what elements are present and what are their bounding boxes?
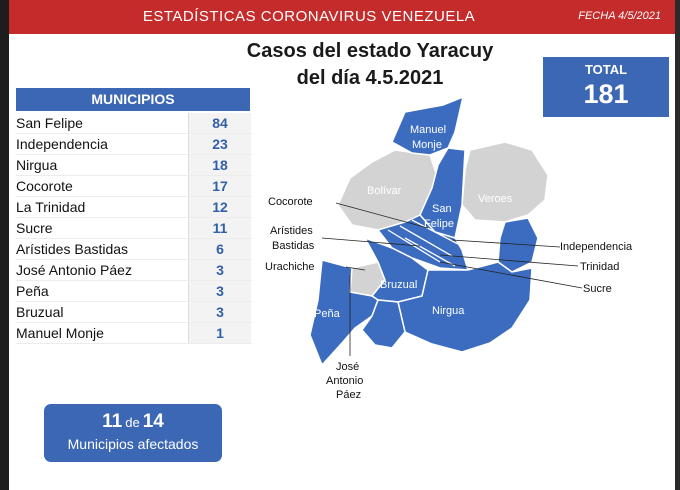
affected-connector: de (125, 415, 140, 430)
total-box: TOTAL 181 (543, 57, 669, 117)
label-manuel-monje-2: Monje (412, 139, 442, 151)
municipio-cases: 12 (188, 197, 251, 217)
label-san-felipe-1: San (432, 203, 452, 215)
label-san-felipe-2: Felipe (424, 218, 454, 230)
table-row: San Felipe 84 (16, 113, 252, 134)
table-row: Bruzual 3 (16, 302, 252, 323)
region-independencia (497, 217, 539, 273)
municipio-name: Manuel Monje (16, 325, 104, 341)
municipio-cases: 18 (188, 155, 251, 175)
table-row: Nirgua 18 (16, 155, 252, 176)
municipio-name: Cocorote (16, 178, 73, 194)
municipio-cases: 3 (188, 281, 251, 301)
label-jap-2: Antonio (326, 375, 363, 387)
label-aristides-2: Bastidas (272, 240, 315, 252)
header-date: FECHA 4/5/2021 (578, 10, 661, 22)
municipio-name: Bruzual (16, 304, 64, 320)
table-row: Cocorote 17 (16, 176, 252, 197)
municipios-table: San Felipe 84 Independencia 23 Nirgua 18… (16, 113, 252, 344)
total-value: 181 (583, 79, 629, 109)
municipio-cases: 3 (188, 260, 251, 280)
label-veroes: Veroes (478, 193, 513, 205)
municipio-cases: 17 (188, 176, 251, 196)
table-row: La Trinidad 12 (16, 197, 252, 218)
label-aristides-1: Arístides (270, 225, 313, 237)
label-bolivar: Bolívar (367, 185, 402, 197)
label-cocorote: Cocorote (268, 196, 313, 208)
municipio-name: José Antonio Páez (16, 262, 132, 278)
label-sucre: Sucre (583, 283, 612, 295)
label-pena: Peña (314, 308, 341, 320)
municipio-cases: 1 (188, 323, 251, 343)
internal-border (387, 219, 459, 267)
header-bar: ESTADÍSTICAS CORONAVIRUS VENEZUELA FECHA… (9, 0, 675, 34)
label-jap-1: José (336, 361, 359, 373)
municipio-name: Sucre (16, 220, 53, 236)
total-label: TOTAL (584, 62, 628, 77)
affected-total: 14 (142, 411, 164, 432)
region-jose-antonio-paez (361, 299, 406, 349)
region-veroes (461, 141, 549, 223)
municipio-name: Independencia (16, 136, 108, 152)
table-row: Manuel Monje 1 (16, 323, 252, 344)
map-title-line2: del día 4.5.2021 (296, 67, 444, 89)
screen-frame-left (0, 0, 9, 490)
leader-cocorote (335, 202, 429, 229)
table-row: Sucre 11 (16, 218, 252, 239)
leader-trinidad (439, 254, 579, 267)
municipio-cases: 84 (188, 113, 251, 133)
leader-urachiche (345, 266, 366, 271)
affected-count-line: 11 de 14 (44, 411, 222, 433)
leader-lines (321, 202, 583, 356)
table-row: Arístides Bastidas 6 (16, 239, 252, 260)
municipio-name: Nirgua (16, 157, 58, 173)
map-title: Casos del estado Yaracuy del día 4.5.202… (220, 38, 520, 92)
affected-label: Municipios afectados (67, 436, 199, 452)
municipio-cases: 11 (188, 218, 251, 238)
table-row: Independencia 23 (16, 134, 252, 155)
screen-frame-right (675, 0, 680, 490)
table-row: José Antonio Páez 3 (16, 260, 252, 281)
label-manuel-monje-1: Manuel (410, 124, 446, 136)
municipio-name: Arístides Bastidas (16, 241, 129, 257)
municipio-cases: 6 (188, 239, 251, 259)
municipio-name: La Trinidad (16, 199, 86, 215)
map-labels: Manuel Monje Bolívar Veroes San Felipe B… (265, 124, 633, 401)
municipio-name: San Felipe (16, 115, 83, 131)
affected-count: 11 (102, 411, 123, 432)
affected-box: 11 de 14 Municipios afectados (44, 404, 222, 462)
table-row: Peña 3 (16, 281, 252, 302)
label-urachiche: Urachiche (265, 261, 315, 273)
leader-sucre (439, 261, 583, 289)
municipality-shapes (309, 95, 549, 367)
label-nirgua: Nirgua (432, 305, 465, 317)
municipio-name: Peña (16, 283, 49, 299)
header-title: ESTADÍSTICAS CORONAVIRUS VENEZUELA (142, 8, 476, 25)
municipio-cases: 23 (188, 134, 251, 154)
label-bruzual: Bruzual (380, 279, 417, 291)
municipio-cases: 3 (188, 302, 251, 322)
map-title-line1: Casos del estado Yaracuy (246, 40, 494, 62)
label-independencia: Independencia (560, 241, 633, 253)
label-trinidad: Trinidad (580, 261, 619, 273)
label-jap-3: Páez (336, 389, 361, 401)
leader-independencia (451, 239, 561, 248)
municipios-header: MUNICIPIOS (16, 88, 250, 111)
leader-aristides (321, 237, 421, 247)
